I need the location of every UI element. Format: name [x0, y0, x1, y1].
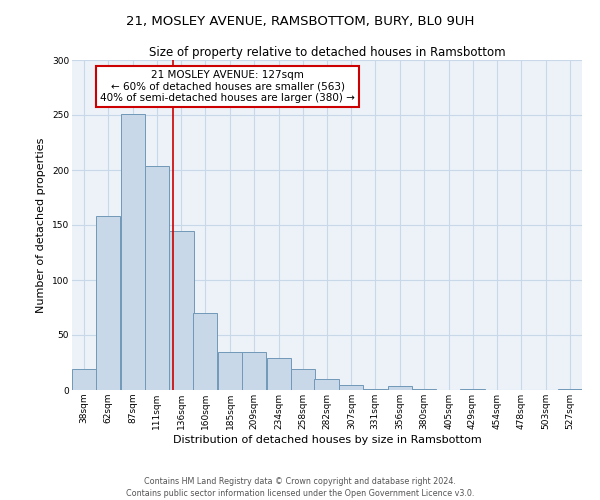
Bar [558, 389, 582, 390]
Bar [314, 379, 338, 390]
Text: Contains HM Land Registry data © Crown copyright and database right 2024.
Contai: Contains HM Land Registry data © Crown c… [126, 476, 474, 498]
Bar [290, 369, 315, 390]
Bar [363, 389, 388, 390]
Text: 21, MOSLEY AVENUE, RAMSBOTTOM, BURY, BL0 9UH: 21, MOSLEY AVENUE, RAMSBOTTOM, BURY, BL0… [126, 15, 474, 28]
Bar [388, 386, 412, 390]
Bar [121, 114, 145, 390]
Bar [96, 216, 120, 390]
Bar [412, 389, 436, 390]
Title: Size of property relative to detached houses in Ramsbottom: Size of property relative to detached ho… [149, 46, 505, 59]
Bar [72, 369, 96, 390]
Bar [193, 313, 217, 390]
Text: 21 MOSLEY AVENUE: 127sqm
← 60% of detached houses are smaller (563)
40% of semi-: 21 MOSLEY AVENUE: 127sqm ← 60% of detach… [100, 70, 355, 103]
Bar [460, 389, 485, 390]
Bar [218, 352, 242, 390]
Bar [266, 358, 291, 390]
Bar [339, 384, 364, 390]
Y-axis label: Number of detached properties: Number of detached properties [37, 138, 46, 312]
X-axis label: Distribution of detached houses by size in Ramsbottom: Distribution of detached houses by size … [173, 434, 481, 444]
Bar [145, 166, 169, 390]
Bar [169, 230, 194, 390]
Bar [242, 352, 266, 390]
